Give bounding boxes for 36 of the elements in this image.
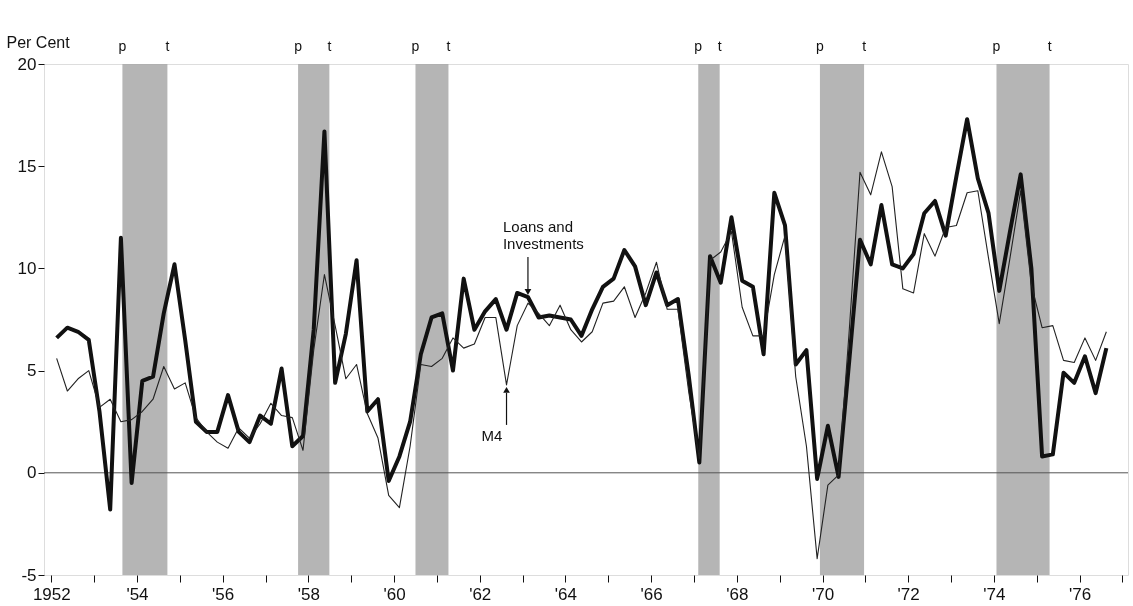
y-axis-title: Per Cent: [6, 33, 71, 51]
x-tick-label: '60: [383, 584, 406, 604]
annotation: M4: [481, 426, 503, 444]
y-tick-label: 5: [27, 361, 37, 381]
x-tick-label: '54: [126, 584, 149, 604]
x-tick-label: '58: [297, 584, 320, 604]
x-tick-label: '76: [1069, 584, 1092, 604]
x-tick-label: 1952: [32, 584, 71, 604]
x-tick-label: '70: [811, 584, 835, 604]
annotation: t: [165, 38, 170, 54]
y-tick-label: 15: [17, 156, 37, 176]
annotation: p: [411, 38, 420, 54]
x-tick-label: '66: [640, 584, 663, 604]
line-series: [56, 151, 1107, 560]
annotation: t: [446, 38, 451, 54]
annotation: t: [1047, 38, 1052, 54]
annotation: p: [118, 38, 127, 54]
x-tick-label: '64: [554, 584, 578, 604]
line-series: [54, 117, 1109, 512]
annotation: p: [294, 38, 303, 54]
annotation: t: [717, 38, 722, 54]
x-tick-label: '74: [983, 584, 1006, 604]
annotation: Loans and Investments: [502, 218, 584, 253]
annotation: p: [816, 38, 825, 54]
annotation: t: [327, 38, 332, 54]
x-tick-label: '62: [469, 584, 492, 604]
y-tick-label: -5: [21, 565, 37, 585]
annotation: p: [992, 38, 1001, 54]
annotation: p: [694, 38, 703, 54]
x-tick-label: '72: [897, 584, 920, 604]
x-tick-label: '68: [726, 584, 749, 604]
y-tick-label: 10: [17, 258, 37, 278]
x-tick-label: '56: [212, 584, 235, 604]
annotation: t: [862, 38, 867, 54]
y-tick-label: 20: [17, 54, 37, 74]
y-tick-label: 0: [27, 463, 37, 483]
